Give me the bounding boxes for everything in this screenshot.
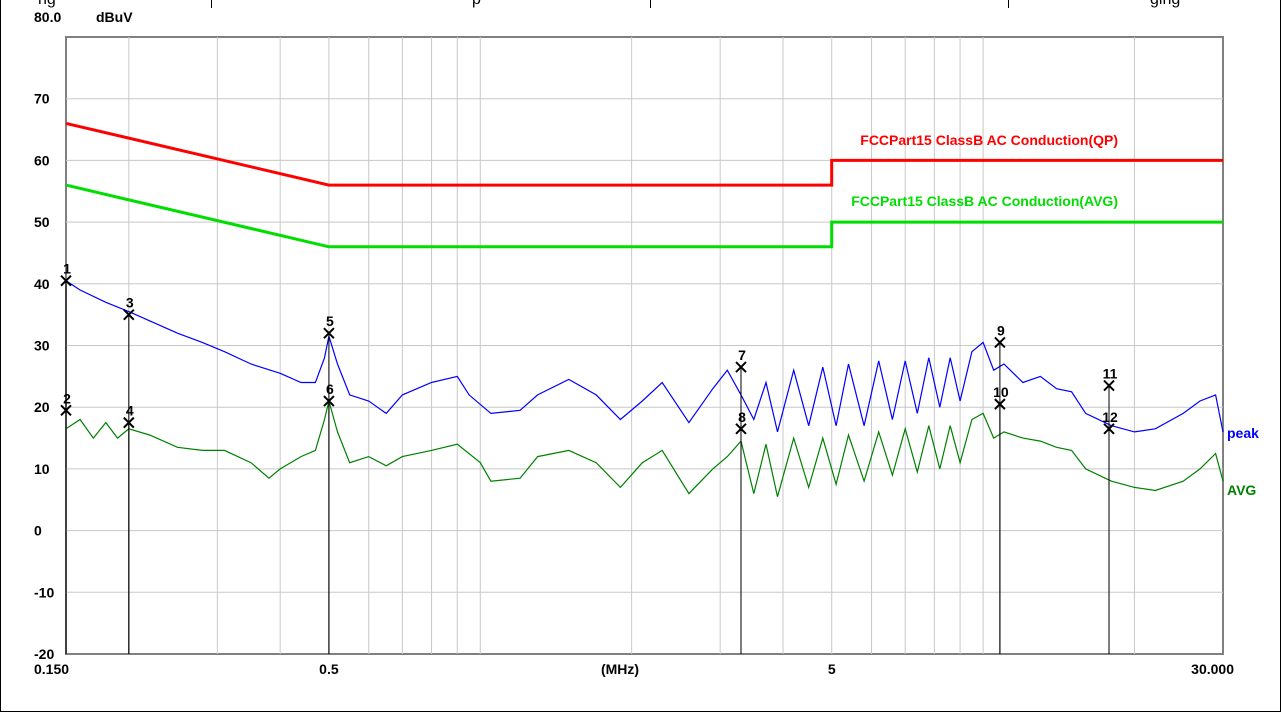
axis-labels: 80.0 70 60 50 40 30 20 10 0 -10 -200.150 0.5 5 30.000… — [34, 9, 1259, 677]
marker-x — [1103, 379, 1115, 392]
marker-x — [735, 361, 747, 373]
marker-x — [994, 398, 1006, 410]
marker-x — [123, 416, 135, 429]
y-tick-label: -10 — [34, 584, 54, 600]
header-fragment: ng — [38, 0, 56, 8]
y-tick-label: 60 — [34, 152, 50, 168]
y-tick-label: 80.0 — [34, 9, 61, 25]
y-tick-label: -20 — [34, 646, 54, 662]
marker-x — [323, 395, 335, 407]
marker-label: 7 — [738, 347, 746, 363]
marker-x — [60, 275, 72, 287]
header-divider — [1008, 0, 1009, 8]
x-tick-label: 30.000 — [1191, 661, 1234, 677]
marker-label: 11 — [1103, 366, 1118, 382]
marker-label: 6 — [326, 381, 334, 397]
marker-label: 2 — [63, 390, 71, 406]
marker-x — [735, 423, 747, 435]
limit-line-label: FCCPart15 ClassB AC Conduction(AVG) — [851, 193, 1118, 209]
marker-label: 10 — [993, 384, 1009, 400]
cropped-header-strip: ng p ging — [0, 0, 1281, 8]
x-tick-label: 0.150 — [34, 661, 69, 677]
series-label: peak — [1227, 425, 1259, 441]
marker-label: 5 — [326, 313, 334, 329]
x-tick-label: 5 — [828, 661, 836, 677]
marker-x — [60, 404, 72, 416]
marker-label: 8 — [738, 409, 746, 425]
y-tick-label: 50 — [34, 214, 50, 230]
header-fragment: ging — [1150, 0, 1180, 8]
y-tick-label: 10 — [34, 461, 50, 477]
marker-x — [123, 308, 135, 321]
y-unit-label: dBuV — [96, 9, 133, 25]
marker-label: 3 — [126, 295, 134, 311]
header-divider — [650, 0, 651, 8]
y-tick-label: 40 — [34, 276, 50, 292]
limit-line-label: FCCPart15 ClassB AC Conduction(QP) — [860, 132, 1118, 148]
y-tick-label: 30 — [34, 338, 50, 354]
header-divider — [211, 0, 212, 8]
marker-label: 1 — [63, 261, 71, 277]
header-fragment: p — [472, 0, 481, 8]
marker-label: 9 — [997, 322, 1005, 338]
x-unit-label: (MHz) — [601, 661, 639, 677]
marker-label: 4 — [126, 403, 134, 419]
y-tick-label: 0 — [34, 523, 42, 539]
y-tick-label: 20 — [34, 399, 50, 415]
y-tick-label: 70 — [34, 91, 50, 107]
series-label: AVG — [1227, 482, 1256, 498]
limit-line — [65, 183, 1223, 249]
limit-lines — [65, 121, 1223, 249]
marker-label: 12 — [1102, 409, 1118, 425]
series-line — [65, 400, 1224, 497]
limit-line — [65, 121, 1223, 187]
marker-x — [994, 336, 1006, 349]
marker-x — [1103, 423, 1115, 435]
x-tick-label: 0.5 — [319, 661, 339, 677]
marker-x — [323, 327, 335, 339]
